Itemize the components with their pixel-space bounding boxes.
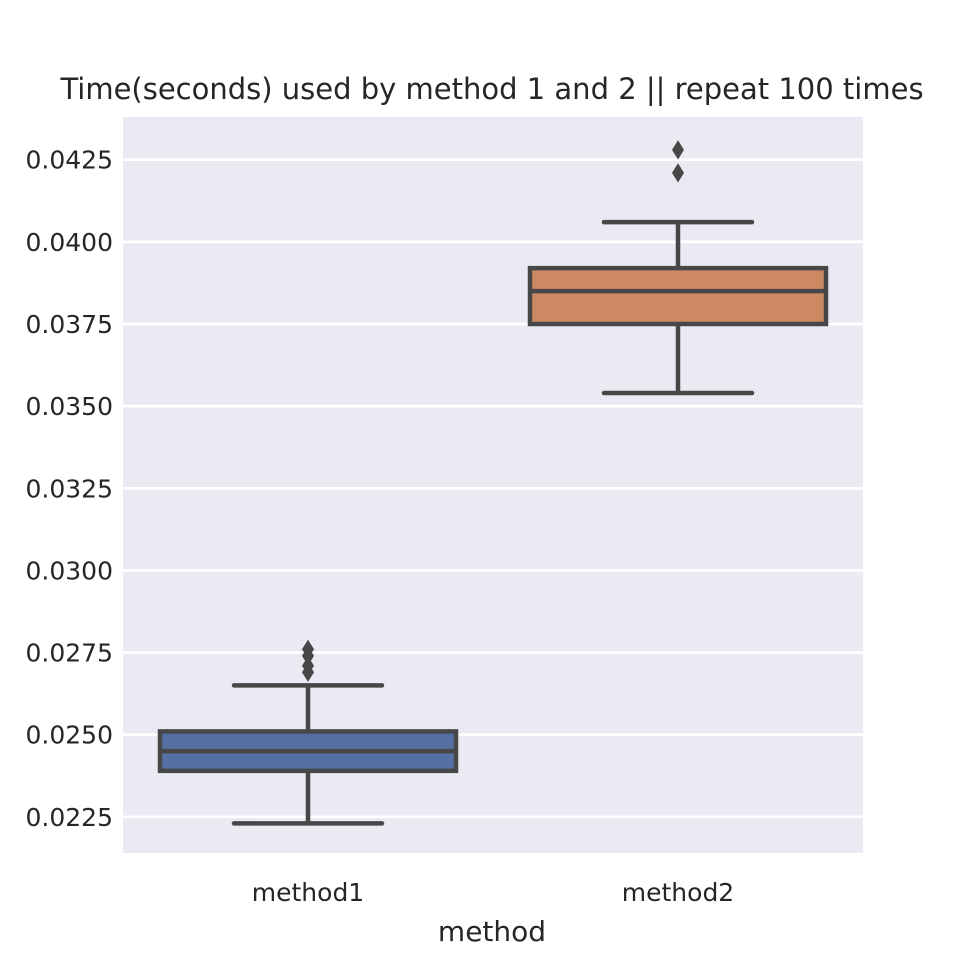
y-axis-ticks: 0.0225 0.0250 0.0275 0.0300 0.0325 0.0350 0.03… xyxy=(26,146,113,832)
boxes xyxy=(157,140,829,826)
box-method1 xyxy=(157,639,459,826)
y-tick-label: 0.0275 xyxy=(26,639,113,668)
outlier-point xyxy=(302,656,314,676)
outlier-point xyxy=(672,140,684,160)
outlier-point xyxy=(302,639,314,659)
y-tick-label: 0.0300 xyxy=(26,556,113,585)
box-iqr xyxy=(527,265,829,327)
box-method2 xyxy=(527,140,829,396)
y-tick-label: 0.0325 xyxy=(26,474,113,503)
chart-title: Time(seconds) used by method 1 and 2 || … xyxy=(59,72,923,106)
x-axis-ticks: method1 method2 xyxy=(252,878,734,907)
y-tick-label: 0.0350 xyxy=(26,392,113,421)
x-axis-label: method xyxy=(438,915,546,948)
x-tick-label: method2 xyxy=(622,878,734,907)
y-tick-label: 0.0400 xyxy=(26,228,113,257)
outlier-point xyxy=(672,163,684,183)
y-tick-label: 0.0425 xyxy=(26,146,113,175)
y-tick-label: 0.0375 xyxy=(26,310,113,339)
y-tick-label: 0.0250 xyxy=(26,721,113,750)
x-tick-label: method1 xyxy=(252,878,364,907)
y-tick-label: 0.0225 xyxy=(26,803,113,832)
